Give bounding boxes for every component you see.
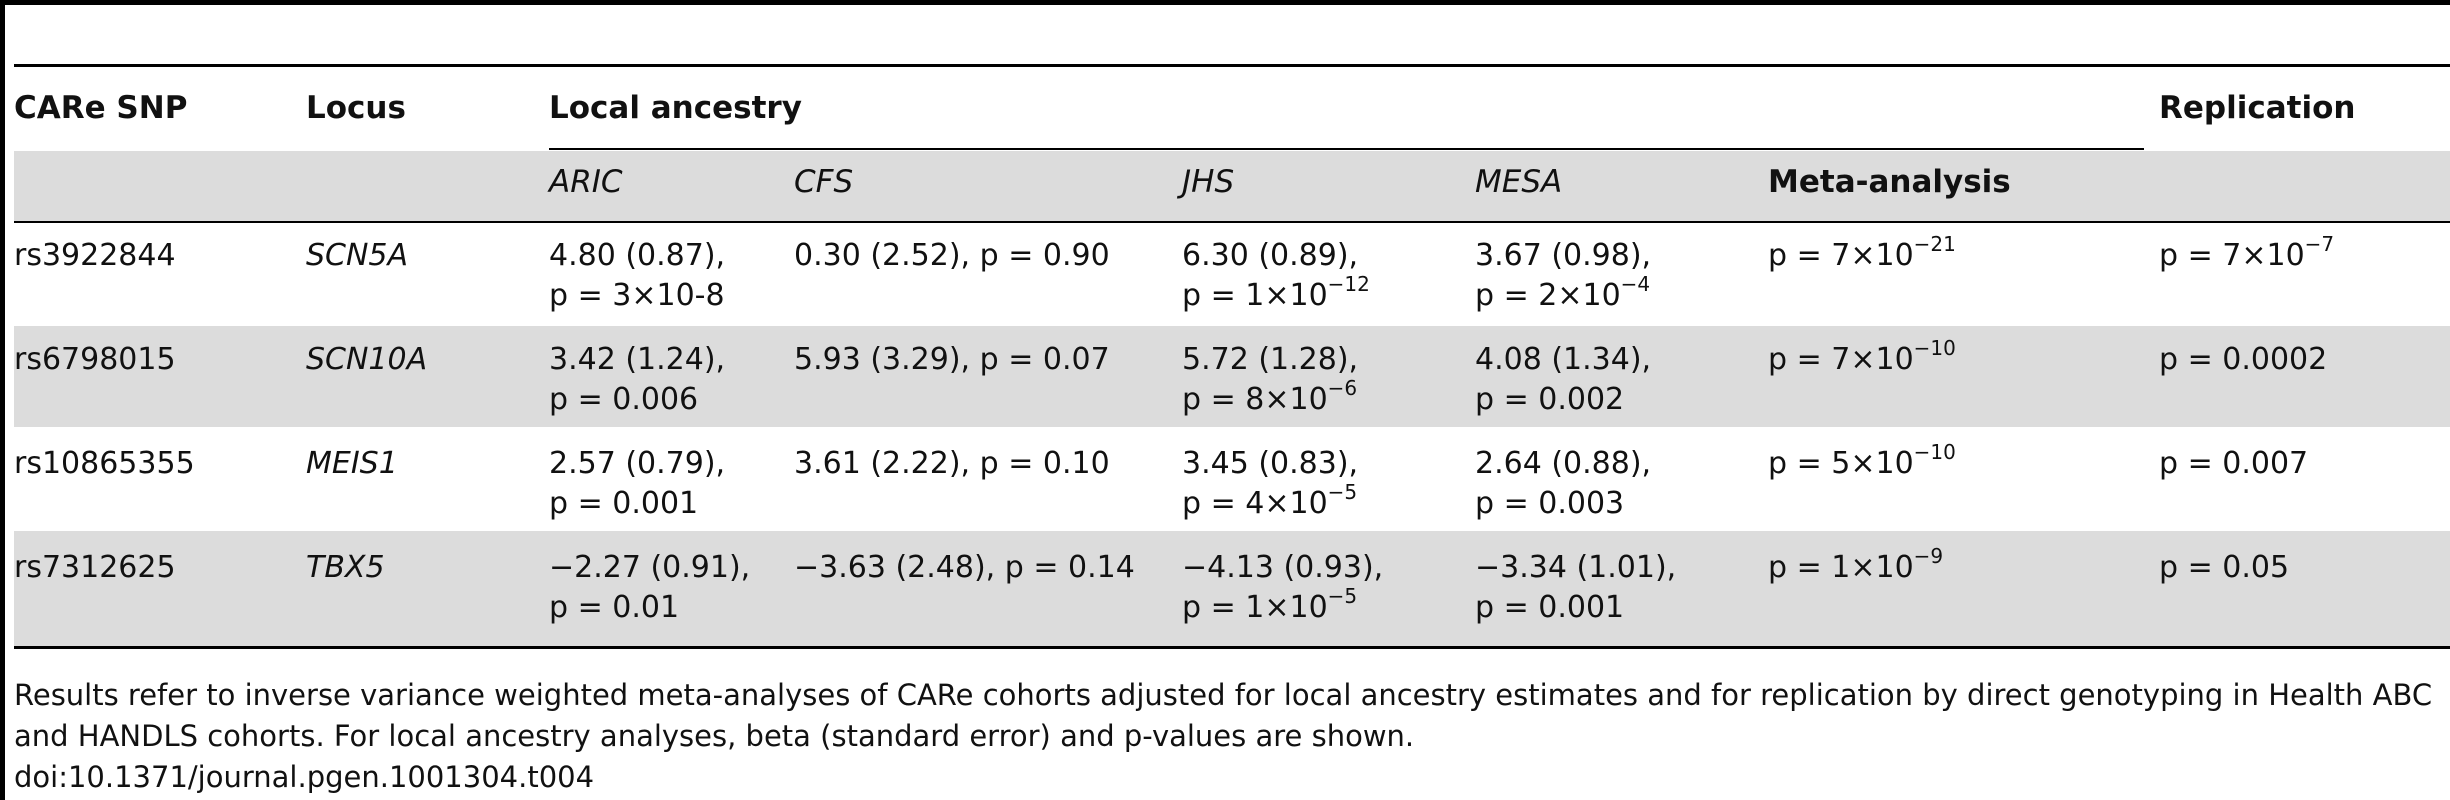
row1-mesa-beta: 3.67 (0.98), xyxy=(1475,238,1652,273)
row3-jhs-p: p = 4×10−5 xyxy=(1182,480,1358,521)
row1-aric-p: p = 3×10-8 xyxy=(549,278,725,313)
header-mesa: MESA xyxy=(1475,164,1563,200)
row4-band xyxy=(14,531,2450,646)
results-table: CARe SNP Locus Local ancestry Replicatio… xyxy=(14,0,2450,650)
header-local-ancestry: Local ancestry xyxy=(549,90,802,126)
row3-cfs: 3.61 (2.22), p = 0.10 xyxy=(794,446,1110,481)
row4-jhs-p: p = 1×10−5 xyxy=(1182,584,1358,625)
row2-jhs-beta: 5.72 (1.28), xyxy=(1182,342,1359,377)
row3-locus: MEIS1 xyxy=(306,446,398,481)
subheader-band xyxy=(14,151,2450,221)
row1-jhs-beta: 6.30 (0.89), xyxy=(1182,238,1359,273)
header-bottom-rule xyxy=(14,221,2450,223)
row4-locus: TBX5 xyxy=(306,550,385,585)
left-border-rule xyxy=(0,0,5,800)
header-meta-analysis: Meta-analysis xyxy=(1768,164,2011,200)
header-snp: CARe SNP xyxy=(14,90,188,126)
table-footnote-line1: Results refer to inverse variance weight… xyxy=(14,678,2433,712)
row2-mesa-p: p = 0.002 xyxy=(1475,382,1625,417)
top-border-rule xyxy=(0,0,2450,5)
row4-jhs-beta: −4.13 (0.93), xyxy=(1182,550,1384,585)
header-jhs: JHS xyxy=(1182,164,1235,200)
row4-aric-beta: −2.27 (0.91), xyxy=(549,550,751,585)
row3-meta: p = 5×10−10 xyxy=(1768,440,1956,481)
row1-locus: SCN5A xyxy=(306,238,409,273)
row1-cfs: 0.30 (2.52), p = 0.90 xyxy=(794,238,1110,273)
row4-aric-p: p = 0.01 xyxy=(549,590,680,625)
row4-meta: p = 1×10−9 xyxy=(1768,544,1944,585)
row4-replication: p = 0.05 xyxy=(2159,550,2290,585)
row2-meta: p = 7×10−10 xyxy=(1768,336,1956,377)
row1-aric-beta: 4.80 (0.87), xyxy=(549,238,726,273)
row4-mesa-p: p = 0.001 xyxy=(1475,590,1625,625)
header-aric: ARIC xyxy=(549,164,623,200)
row3-replication: p = 0.007 xyxy=(2159,446,2309,481)
row1-mesa-p: p = 2×10−4 xyxy=(1475,272,1651,313)
row2-cfs: 5.93 (3.29), p = 0.07 xyxy=(794,342,1110,377)
row3-mesa-p: p = 0.003 xyxy=(1475,486,1625,521)
row3-aric-p: p = 0.001 xyxy=(549,486,699,521)
spanner-rule xyxy=(549,148,2144,150)
row1-jhs-p: p = 1×10−12 xyxy=(1182,272,1370,313)
row2-snp: rs6798015 xyxy=(14,342,176,377)
row1-meta: p = 7×10−21 xyxy=(1768,232,1956,273)
table-footnote-line2: and HANDLS cohorts. For local ancestry a… xyxy=(14,719,1415,753)
row3-snp: rs10865355 xyxy=(14,446,195,481)
row2-replication: p = 0.0002 xyxy=(2159,342,2328,377)
row4-mesa-beta: −3.34 (1.01), xyxy=(1475,550,1677,585)
table-top-rule xyxy=(14,64,2450,67)
header-replication: Replication xyxy=(2159,90,2356,126)
row3-jhs-beta: 3.45 (0.83), xyxy=(1182,446,1359,481)
row2-aric-beta: 3.42 (1.24), xyxy=(549,342,726,377)
row3-mesa-beta: 2.64 (0.88), xyxy=(1475,446,1652,481)
row4-cfs: −3.63 (2.48), p = 0.14 xyxy=(794,550,1135,585)
row2-band xyxy=(14,326,2450,427)
table-doi: doi:10.1371/journal.pgen.1001304.t004 xyxy=(14,760,595,794)
header-locus: Locus xyxy=(306,90,406,126)
row2-locus: SCN10A xyxy=(306,342,428,377)
row3-aric-beta: 2.57 (0.79), xyxy=(549,446,726,481)
header-cfs: CFS xyxy=(794,164,854,200)
row1-replication: p = 7×10−7 xyxy=(2159,232,2335,273)
row1-snp: rs3922844 xyxy=(14,238,176,273)
row2-mesa-beta: 4.08 (1.34), xyxy=(1475,342,1652,377)
row2-aric-p: p = 0.006 xyxy=(549,382,699,417)
row2-jhs-p: p = 8×10−6 xyxy=(1182,376,1358,417)
table-bottom-rule xyxy=(14,646,2450,649)
row4-snp: rs7312625 xyxy=(14,550,176,585)
